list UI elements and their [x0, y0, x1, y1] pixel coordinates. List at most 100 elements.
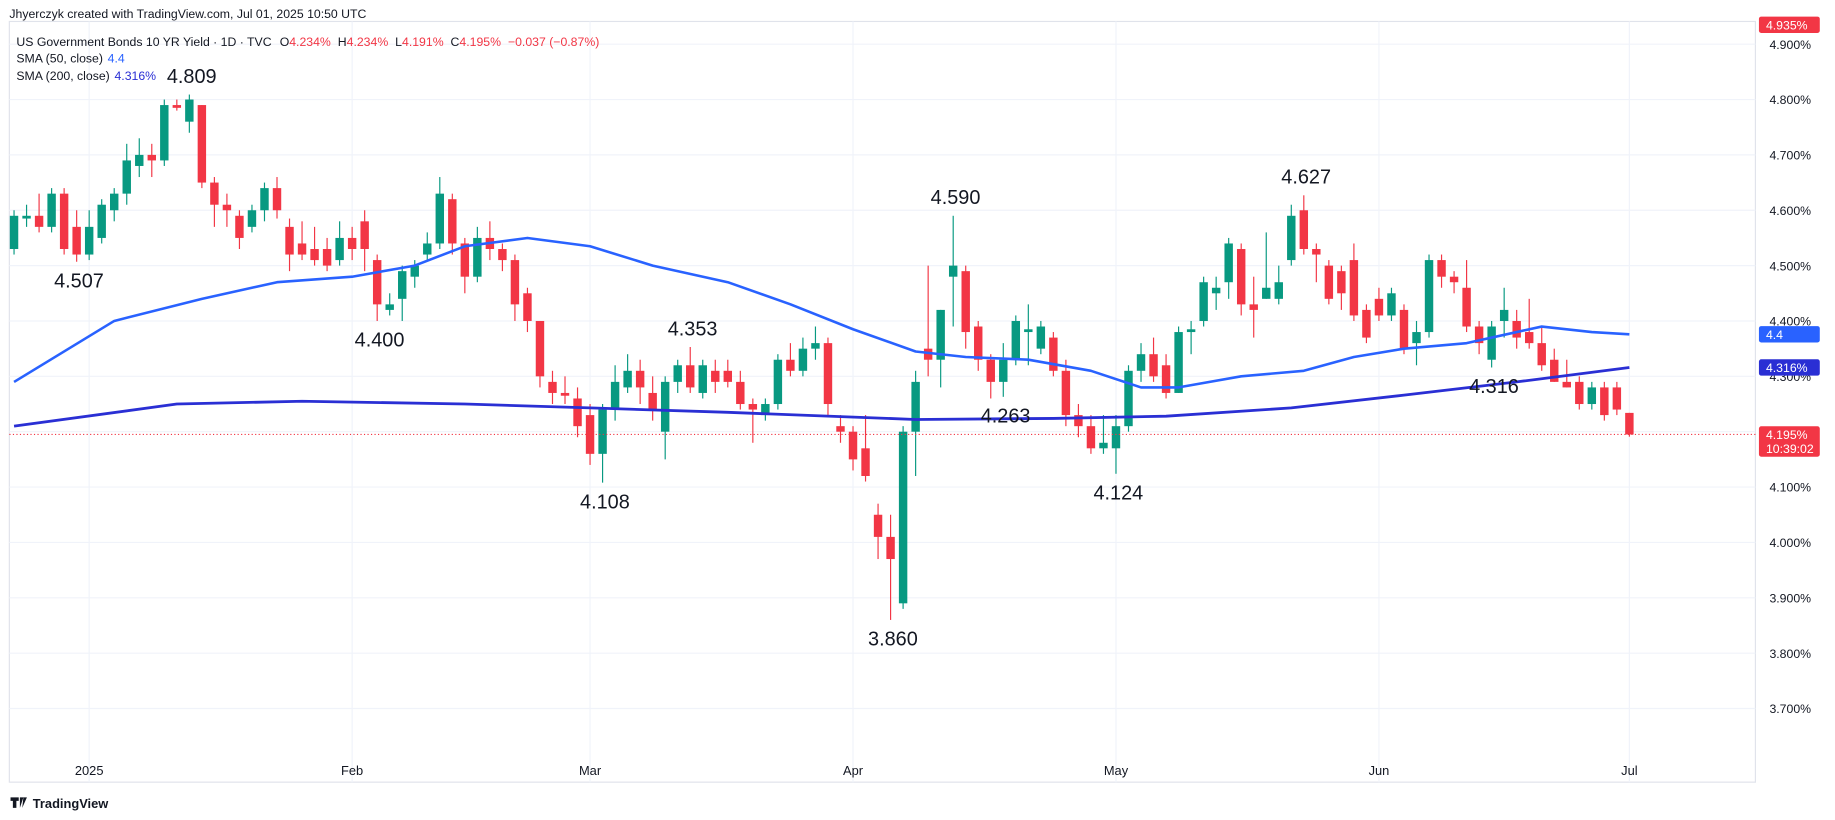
x-tick-label: Jul [1621, 763, 1637, 778]
legend-value: 4.316% [114, 69, 156, 83]
candle-body [673, 365, 682, 382]
candle-body [1587, 387, 1597, 405]
candle-body [1324, 265, 1334, 299]
candle-body [1575, 381, 1584, 405]
ohlc-key: L [395, 35, 402, 49]
ohlc-key: O [280, 35, 290, 49]
candle-body [548, 381, 557, 393]
credit: Jhyerczyk created with TradingView.com, … [9, 7, 366, 21]
candle-body [560, 392, 570, 396]
grid [9, 21, 1756, 783]
top-marker-label: 4.935% [1766, 18, 1808, 32]
y-tick-label: 3.700% [1769, 702, 1811, 716]
marks [9, 94, 1634, 620]
candle-body [723, 370, 733, 382]
candle-body [1124, 370, 1133, 427]
change: −0.037 (−0.87%) [508, 35, 599, 49]
candle-body [623, 370, 632, 388]
candle-body [711, 370, 720, 382]
candle-body [197, 105, 207, 183]
candle-body [410, 265, 419, 277]
candle-body [836, 426, 845, 432]
candle-body [686, 365, 695, 388]
candle-body [1362, 309, 1371, 338]
candle-body [322, 249, 332, 266]
candle-body [660, 381, 670, 432]
candle-body [1462, 287, 1471, 327]
ohlc-value: 4.191% [402, 35, 444, 49]
sma-tag-label: 4.316% [1766, 361, 1808, 375]
legend-name: SMA (200, close) [16, 69, 109, 83]
x-tick-label: Apr [843, 763, 864, 778]
candle-body [297, 243, 307, 255]
candle-body [1424, 260, 1434, 333]
candle-body [523, 293, 532, 321]
candle-body [786, 359, 795, 371]
candle-body [247, 210, 257, 227]
candle-body [1550, 359, 1559, 382]
candle-body [1036, 326, 1046, 349]
last-price-label: 4.195% [1766, 428, 1808, 442]
ohlc-value: 4.234% [289, 35, 331, 49]
candle-body [84, 226, 94, 255]
annotation: 4.124 [1093, 483, 1143, 505]
candle-body [110, 193, 119, 211]
candle-body [798, 348, 808, 371]
candle-body [736, 381, 745, 405]
candle-body [1199, 282, 1208, 321]
candle-body [448, 199, 457, 244]
candle-body [423, 243, 432, 255]
x-tick-label: 2025 [75, 763, 104, 778]
annotation: 4.590 [931, 187, 981, 209]
ohlc-value: 4.195% [459, 35, 501, 49]
candle-body [1524, 332, 1534, 344]
annotation: 4.108 [580, 491, 630, 513]
candle-body [9, 215, 19, 250]
sma-tag [1758, 326, 1820, 343]
ohlc-key: C [451, 35, 460, 49]
candle-body [97, 204, 106, 238]
candle-body [1049, 337, 1058, 371]
candle-body [185, 99, 194, 122]
candle-body [1412, 332, 1421, 344]
candle-body [748, 404, 758, 410]
candle-body [335, 237, 344, 261]
candle-body [598, 409, 607, 454]
candle-body [1562, 381, 1571, 388]
annotation: 4.507 [54, 270, 104, 292]
annotation: 4.809 [167, 66, 217, 88]
candle-body [1086, 426, 1096, 449]
ohlc-value: 4.234% [347, 35, 389, 49]
x-tick-label: Jun [1369, 763, 1390, 778]
candle-body [72, 226, 81, 255]
title: US Government Bonds 10 YR Yield · 1D · T… [16, 35, 271, 49]
candle-body [310, 249, 319, 261]
candle-body [1299, 210, 1309, 250]
candle-body [974, 326, 983, 360]
candle-body [1011, 320, 1021, 360]
candle-body [435, 193, 445, 244]
candle-body [585, 415, 595, 454]
candle-body [1174, 332, 1183, 393]
candle-body [1499, 309, 1509, 321]
candle-body [1274, 282, 1283, 299]
candle-body [147, 154, 156, 161]
candle-body [886, 536, 895, 560]
last-price-tag [1758, 426, 1820, 457]
candle-body [1612, 387, 1622, 410]
brand: TradingView [33, 796, 110, 811]
candle-body [122, 160, 131, 194]
candle-body [648, 392, 657, 410]
ohlc-key: H [338, 35, 347, 49]
legend-value: 4.4 [108, 51, 125, 65]
candle-body [285, 226, 294, 255]
candle-body [1236, 249, 1246, 305]
candle-body [936, 309, 945, 360]
overlay: 3.700%3.800%3.900%4.000%4.100%4.200%4.30… [9, 16, 1820, 778]
candle-body [848, 431, 858, 460]
candle-body [22, 215, 31, 219]
annotation: 4.400 [355, 330, 405, 352]
candle-body [1074, 415, 1083, 427]
